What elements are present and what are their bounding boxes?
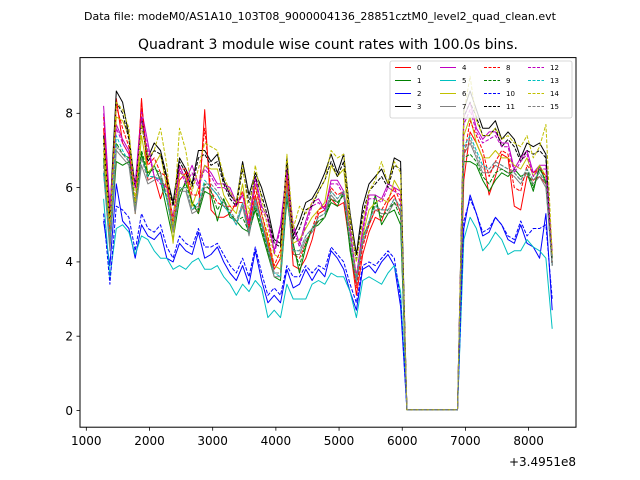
plot-area <box>79 57 577 428</box>
series-line-11 <box>103 101 553 411</box>
series-layer <box>103 75 553 411</box>
series-line-9 <box>103 142 553 411</box>
x-tick-label: 4000 <box>261 434 292 448</box>
x-tick-label: 1000 <box>71 434 102 448</box>
legend-label-7: 7 <box>462 103 466 111</box>
series-line-15 <box>103 138 553 411</box>
y-axis: 0 2 4 6 8 <box>65 107 80 418</box>
legend-label-2: 2 <box>417 90 421 98</box>
legend-label-12: 12 <box>550 64 559 72</box>
legend-label-10: 10 <box>506 90 515 98</box>
legend-label-8: 8 <box>506 64 510 72</box>
legend-label-1: 1 <box>417 77 421 85</box>
x-tick-label: 8000 <box>513 434 544 448</box>
x-tick-label: 7000 <box>450 434 481 448</box>
figure-suptitle: Data file: modeM0/AS1A10_103T08_90000041… <box>84 10 557 23</box>
series-line-10 <box>103 198 553 411</box>
axes-frame <box>79 57 577 428</box>
x-tick-label: 6000 <box>387 434 418 448</box>
series-line-5 <box>103 198 553 411</box>
legend-box <box>389 60 573 119</box>
chart-title: Quadrant 3 module wise count rates with … <box>138 37 518 53</box>
legend-label-4: 4 <box>462 64 467 72</box>
y-tick-label: 6 <box>65 181 73 195</box>
x-tick-label: 2000 <box>134 434 165 448</box>
series-line-13 <box>103 135 553 411</box>
y-tick-label: 2 <box>65 329 73 343</box>
series-line-6 <box>103 116 553 411</box>
legend-label-14: 14 <box>550 90 559 98</box>
y-tick-label: 0 <box>65 404 73 418</box>
legend-label-15: 15 <box>550 103 559 111</box>
y-tick-label: 8 <box>65 107 73 121</box>
series-line-12 <box>103 109 553 411</box>
legend-label-11: 11 <box>506 103 515 111</box>
series-line-3 <box>103 90 553 411</box>
legend-label-9: 9 <box>506 77 510 85</box>
x-tick-label: 5000 <box>324 434 355 448</box>
series-line-1 <box>103 153 553 411</box>
x-tick-label: 3000 <box>197 434 228 448</box>
x-axis: 1000 2000 3000 4000 5000 6000 7000 8000 <box>71 427 544 448</box>
series-line-8 <box>103 101 553 411</box>
y-tick-label: 4 <box>65 255 73 269</box>
series-line-14 <box>103 75 553 411</box>
legend-label-6: 6 <box>462 90 467 98</box>
legend-label-5: 5 <box>462 77 466 85</box>
x-offset-label: +3.4951e8 <box>509 455 576 469</box>
legend-label-3: 3 <box>417 103 421 111</box>
legend-label-0: 0 <box>417 64 421 72</box>
legend-label-13: 13 <box>550 77 559 85</box>
series-line-4 <box>103 101 553 411</box>
